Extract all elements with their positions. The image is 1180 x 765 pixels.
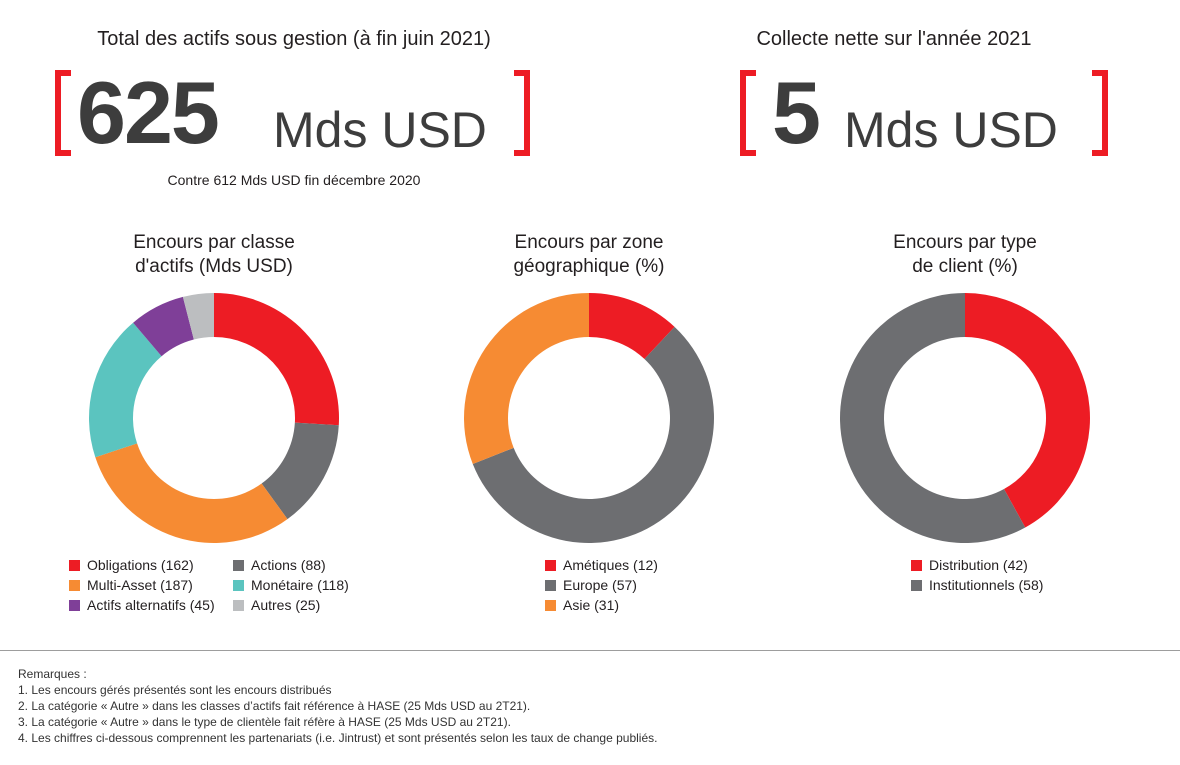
note-item: 1. Les encours gérés présentés sont les … [18,683,332,697]
kpi-total-value: 625 [77,63,220,162]
legend-item-europe: Europe (57) [545,575,637,595]
notes-heading: Remarques : [18,667,87,681]
legend-swatch [69,579,80,591]
donut-slice-asie [464,293,589,465]
legends: Obligations (162) Actions (88) Multi-Ass… [69,555,1043,615]
legend-swatch [69,599,80,611]
bracket-right [514,70,530,156]
legend-label: Actions (88) [251,557,326,573]
donut-slice-multi-asset [95,443,288,544]
legend-swatch [233,599,244,611]
legend-label: Autres (25) [251,597,321,613]
legend-swatch [233,579,244,591]
legend-item-actions: Actions (88) [233,555,326,575]
donut-slice-distribution [965,293,1091,528]
notes: Remarques : 1. Les encours gérés présent… [18,666,657,746]
donut-slice-institutionnels [840,293,1026,543]
legend-item-institutionnels: Institutionnels (58) [911,575,1043,595]
legend-item-alternatifs: Actifs alternatifs (45) [69,595,215,615]
legend-item-ameriques: Amétiques (12) [545,555,658,575]
bracket-left [55,70,71,156]
note-item: 3. La catégorie « Autre » dans le type d… [18,715,511,729]
legend-label: Amétiques (12) [563,557,658,573]
donut-slice-actifs-alternatifs [133,296,194,357]
divider [0,650,1180,651]
legend-label: Europe (57) [563,577,637,593]
legend-item-distribution: Distribution (42) [911,555,1028,575]
legend-item-monetaire: Monétaire (118) [233,575,349,595]
chart-title-asset-class: Encours par classe d'actifs (Mds USD) [64,231,364,279]
kpi-net-value-box: 5 Mds USD [740,63,1108,162]
legend-swatch [69,559,80,571]
legend-swatch [545,579,556,591]
legend-item-asie: Asie (31) [545,595,619,615]
chart-title-geo: Encours par zone géographique (%) [439,231,739,279]
donut-slice-autres [182,293,214,340]
donut-slice-obligations [214,293,340,426]
legend-label: Institutionnels (58) [929,577,1044,593]
donut-slice-actions [261,422,339,520]
kpi-net-title: Collecte nette sur l'année 2021 [756,28,1032,50]
legend-label: Distribution (42) [929,557,1028,573]
legend-swatch [911,559,922,571]
chart-title-line: Encours par type [893,232,1037,253]
donut-slice-amétiques [589,293,675,359]
donut-slice-europe [472,326,715,544]
kpi-net-value: 5 [772,63,821,162]
legend-label: Asie (31) [563,597,620,613]
note-item: 2. La catégorie « Autre » dans les class… [18,699,531,713]
bracket-right [1092,70,1108,156]
chart-title-line: de client (%) [912,256,1018,277]
legend-item-autres: Autres (25) [233,595,320,615]
legend-label: Multi-Asset (187) [87,577,193,593]
legend-item-obligations: Obligations (162) [69,555,194,575]
kpi-total-title: Total des actifs sous gestion (à fin jui… [97,28,491,50]
legend-label: Actifs alternatifs (45) [87,597,215,613]
kpi-total-subtitle: Contre 612 Mds USD fin décembre 2020 [167,172,421,188]
chart-title-line: Encours par classe [133,232,295,253]
kpi-total-unit: Mds USD [273,102,487,158]
note-item: 4. Les chiffres ci-dessous comprennent l… [18,731,658,745]
chart-title-client: Encours par type de client (%) [815,231,1115,279]
kpi-net-unit: Mds USD [844,102,1058,158]
donut-slice-monétaire [88,322,162,458]
legend-swatch [233,559,244,571]
legend-swatch [545,559,556,571]
legend-swatch [545,599,556,611]
donut-charts [88,293,1091,544]
chart-title-line: d'actifs (Mds USD) [135,256,293,277]
legend-label: Obligations (162) [87,557,194,573]
chart-title-line: Encours par zone [514,232,664,253]
bracket-left [740,70,756,156]
chart-title-line: géographique (%) [513,256,665,277]
legend-label: Monétaire (118) [251,577,349,593]
legend-swatch [911,579,922,591]
legend-item-multi-asset: Multi-Asset (187) [69,575,193,595]
kpi-total-value-box: 625 Mds USD [55,63,530,162]
